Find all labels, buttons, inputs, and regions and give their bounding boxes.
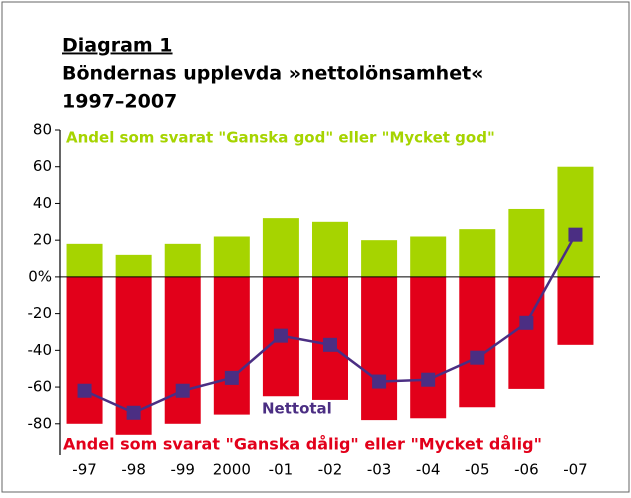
- marker: [323, 337, 337, 352]
- y-tick-label: 80: [33, 121, 52, 139]
- bar: [557, 166, 594, 277]
- marker: [568, 227, 583, 242]
- x-tick-label: 2000: [213, 461, 251, 479]
- bar: [459, 229, 496, 277]
- bar: [361, 240, 398, 277]
- x-tick-label: -06: [514, 461, 539, 479]
- marker: [421, 372, 436, 387]
- x-tick-label: -01: [269, 461, 294, 479]
- bar: [410, 276, 447, 419]
- chart-subtitle: Böndernas upplevda »nettolönsamhet«: [62, 63, 483, 85]
- x-tick-label: -97: [72, 461, 97, 479]
- marker: [126, 405, 141, 420]
- bar: [164, 276, 201, 424]
- x-tick-label: -03: [367, 461, 392, 479]
- y-tick-label: 20: [33, 231, 52, 249]
- bar: [312, 221, 348, 277]
- x-tick-label: -02: [318, 461, 343, 479]
- y-tick-label: -20: [28, 304, 53, 322]
- bar: [410, 236, 447, 277]
- chart-title: Diagram 1: [62, 35, 173, 57]
- x-tick-label: -04: [416, 461, 441, 479]
- y-tick-label: 40: [33, 194, 52, 212]
- x-tick-label: -99: [170, 461, 195, 479]
- bar: [262, 218, 299, 277]
- marker: [77, 383, 92, 398]
- bar: [213, 236, 250, 277]
- bar: [459, 276, 496, 408]
- marker: [470, 350, 485, 365]
- marker: [224, 370, 239, 385]
- y-tick-label: 0%: [28, 267, 52, 285]
- marker: [372, 374, 387, 389]
- bar: [508, 208, 545, 277]
- bar: [213, 276, 250, 415]
- bar: [66, 243, 103, 277]
- x-tick-label: -98: [121, 461, 146, 479]
- y-tick-label: 60: [33, 157, 52, 175]
- bar: [115, 254, 152, 277]
- marker: [175, 383, 190, 398]
- y-tick-label: -60: [28, 378, 53, 396]
- bar: [557, 276, 594, 345]
- chart-subtitle: 1997–2007: [62, 91, 177, 113]
- marker: [273, 328, 288, 343]
- marker: [519, 315, 534, 330]
- y-tick-label: -80: [28, 414, 53, 432]
- bar: [164, 243, 201, 277]
- x-tick-label: -05: [465, 461, 490, 479]
- bar: [508, 276, 545, 389]
- y-tick-label: -40: [28, 341, 53, 359]
- bar: [361, 276, 398, 421]
- series-label: Andel som svarat "Ganska dålig" eller "M…: [63, 435, 542, 454]
- x-tick-label: -07: [563, 461, 588, 479]
- series-label: Nettotal: [262, 400, 332, 418]
- series-label: Andel som svarat "Ganska god" eller "Myc…: [66, 129, 495, 147]
- bar: [66, 276, 103, 424]
